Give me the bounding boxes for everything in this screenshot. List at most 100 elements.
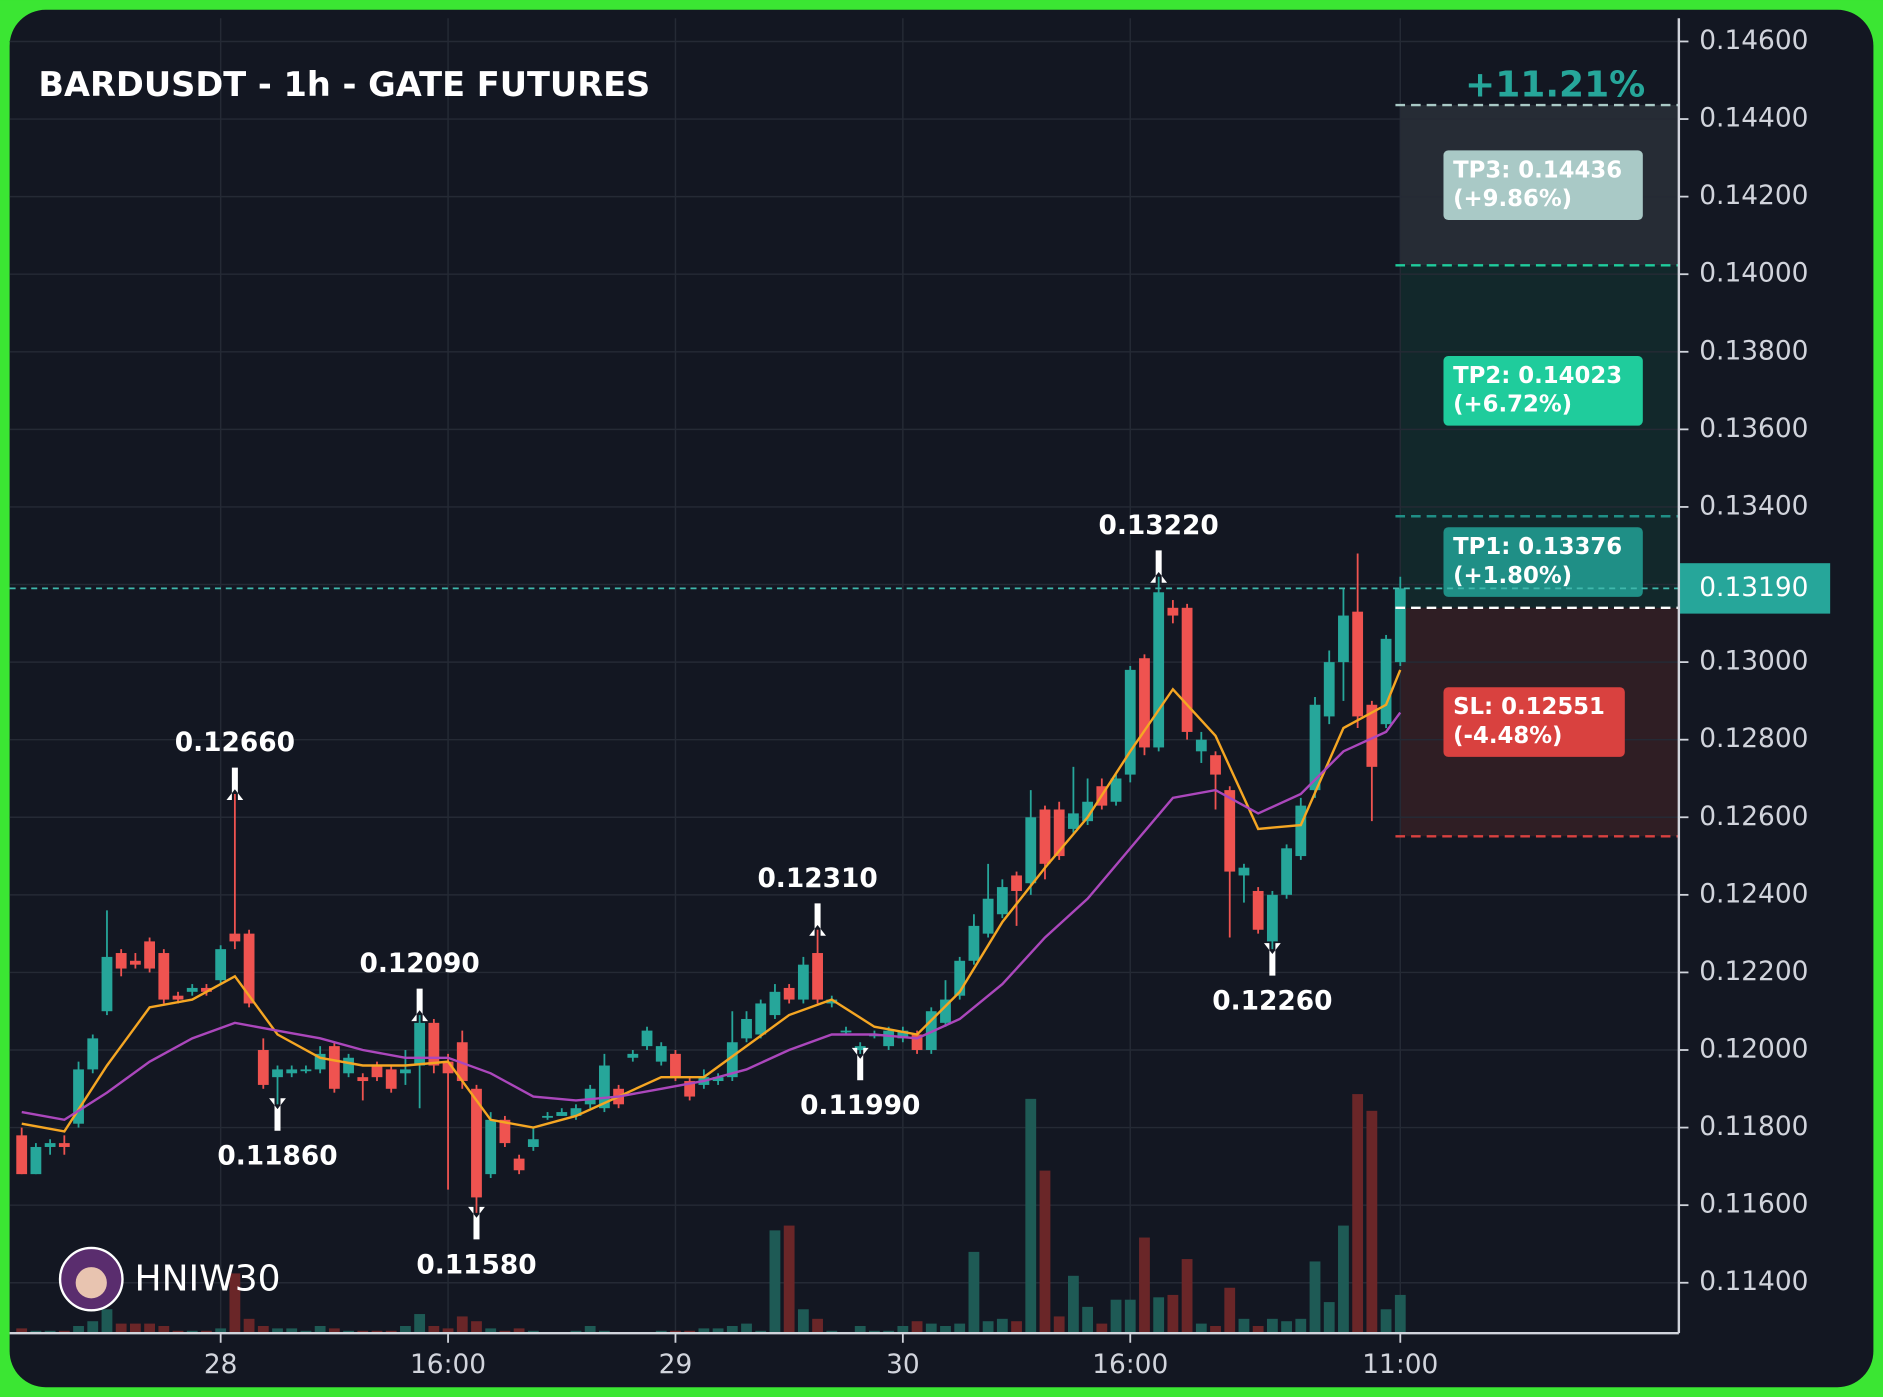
candle-body [982,898,994,934]
annotation-label: 0.12090 [359,948,479,979]
volume-bar [456,1316,468,1334]
candle-body [1323,662,1335,717]
volume-bar [1195,1323,1207,1334]
candle-body [1082,801,1094,822]
volume-bar [442,1328,454,1334]
volume-bar [158,1325,170,1334]
candle-body [1281,848,1292,895]
volume-bar [1153,1297,1165,1334]
candle-body [1167,607,1179,616]
candle-body [1067,813,1079,829]
volume-bar [1352,1094,1364,1334]
candle-body [499,1119,511,1144]
candle-body [1338,615,1349,663]
candle-body [456,1042,468,1082]
candle-body [272,1069,283,1078]
candle-body [1110,778,1122,802]
annotation-arrow [809,903,826,936]
annotation-label: 0.12660 [175,727,295,758]
candle-body [812,953,823,1000]
candle-body [911,1034,923,1051]
annotation-arrow [851,1047,869,1081]
candle-body [343,1057,354,1074]
annotation-arrow [468,1206,485,1240]
candle-body [144,941,156,969]
candle-body [414,1022,426,1066]
candle-body [897,1030,909,1039]
volume-bar [968,1251,980,1334]
candle-body [527,1139,539,1147]
candle-body [1352,611,1364,717]
volume-bar [328,1328,340,1334]
annotation-label: 0.13220 [1099,510,1219,541]
volume-bar [1266,1318,1278,1334]
volume-bar [1139,1237,1150,1334]
candle-body [314,1053,326,1070]
candle-body [172,995,184,1000]
annotation-label: 0.11990 [800,1090,920,1121]
volume-bar [797,1309,809,1334]
candle-body [584,1088,596,1105]
volume-bar [1252,1325,1264,1334]
volume-bar [1210,1325,1221,1334]
annotation-label: 0.11860 [217,1141,337,1172]
volume-bar [1067,1275,1079,1334]
volume-bar [1181,1259,1193,1334]
volume-bar [783,1225,795,1334]
volume-bar [1380,1309,1392,1334]
volume-bar [940,1325,951,1334]
volume-bar [911,1321,923,1334]
candle-body [1153,592,1165,748]
candle-body [1025,817,1037,884]
candle-body [755,1003,767,1035]
candle-body [442,1061,454,1074]
volume-bar [257,1325,269,1334]
y-tick-label: 0.11600 [1699,1189,1808,1220]
y-tick-label: 0.13800 [1699,335,1808,366]
level-box [1443,150,1643,221]
y-tick-label: 0.14000 [1699,258,1808,289]
level-label: TP2: 0.14023 [1453,363,1622,389]
volume-bar [400,1325,411,1334]
x-tick-label: 28 [204,1349,238,1380]
y-tick-label: 0.11800 [1699,1111,1808,1142]
volume-bar [1366,1110,1378,1334]
volume-bar [229,1273,241,1334]
y-tick-label: 0.14600 [1699,25,1808,56]
volume-bar [513,1328,525,1334]
y-tick-label: 0.13600 [1699,413,1808,444]
level-label: TP3: 0.14436 [1453,157,1622,183]
annotation-label: 0.12260 [1212,985,1332,1016]
candle-body [726,1042,738,1078]
candle-body [16,1135,28,1175]
volume-bar [1096,1323,1108,1334]
candle-body [1039,809,1051,864]
candle-body [513,1158,525,1171]
candle-body [186,987,198,992]
candle-body [840,1030,852,1033]
candle-body [1210,755,1221,775]
level-change: (+1.80%) [1453,563,1572,589]
volume-bar [812,1318,823,1334]
candle-body [670,1053,681,1078]
candle-body [556,1112,568,1116]
volume-bar [115,1323,127,1334]
candle-body [968,925,980,961]
volume-bar [129,1323,141,1334]
volume-bar [428,1325,440,1334]
volume-bar [1238,1318,1250,1334]
candle-body [286,1069,298,1074]
candle-body [1252,890,1264,930]
candle-body [1295,805,1307,857]
y-tick-label: 0.14400 [1699,103,1808,134]
y-tick-label: 0.13000 [1699,646,1808,677]
volume-bar [741,1323,752,1334]
candle-body [783,987,795,1000]
candle-body [1181,607,1193,732]
ma-line [21,711,1402,1122]
candle-body [73,1069,84,1124]
y-tick-label: 0.12800 [1699,723,1808,754]
candle-body [87,1038,99,1070]
volume-bar [1309,1261,1321,1334]
